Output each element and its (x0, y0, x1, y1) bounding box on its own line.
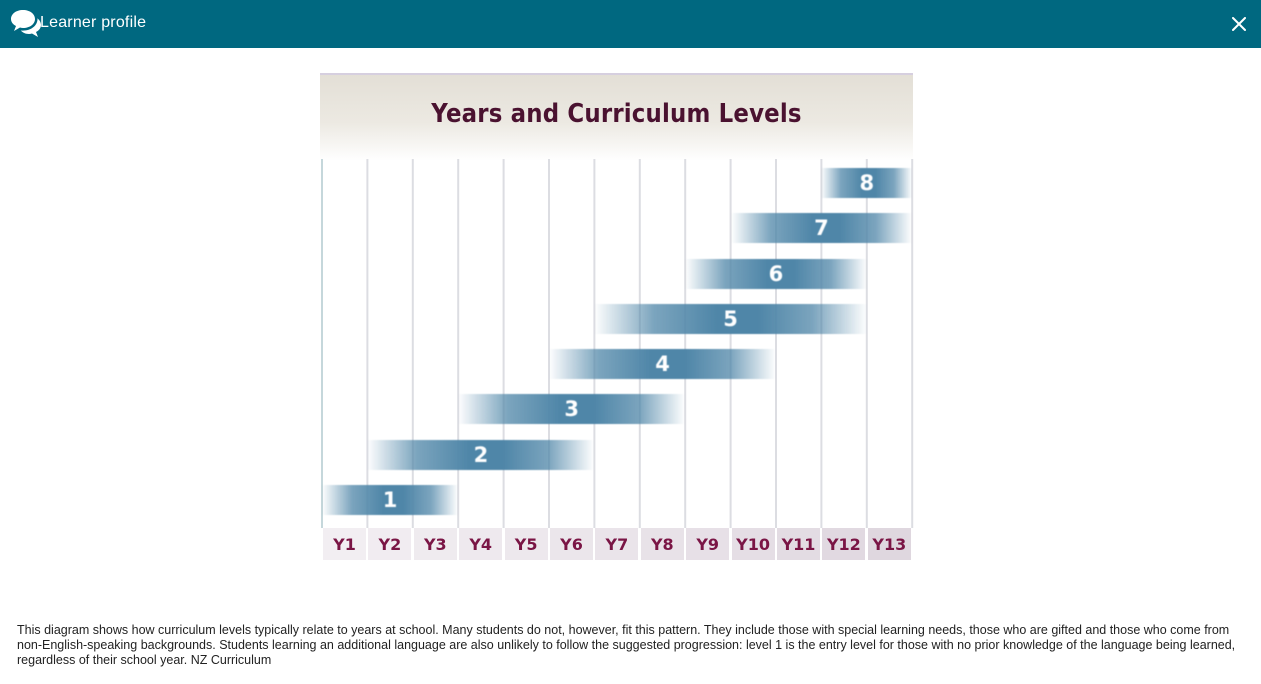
year-label-y8: Y8 (640, 528, 684, 560)
level-bar-3: 3 (458, 394, 686, 425)
level-bar-5: 5 (594, 303, 867, 334)
level-bar-7: 7 (730, 213, 913, 244)
year-label-y1: Y1 (323, 528, 366, 560)
diagram-title: Years and Curriculum Levels (431, 99, 802, 129)
chat-bubbles-icon (11, 10, 41, 37)
year-label-y10: Y10 (731, 528, 775, 560)
year-label-y13: Y13 (867, 528, 911, 560)
level-bar-1: 1 (322, 485, 459, 515)
level-bar-2: 2 (367, 439, 595, 470)
diagram-header: Years and Curriculum Levels (320, 73, 913, 161)
year-label-y11: Y11 (777, 528, 820, 560)
window-title: Learner profile (40, 14, 147, 31)
level-bar-4: 4 (549, 349, 776, 380)
level-bar-8: 8 (821, 167, 913, 198)
diagram-caption: This diagram shows how curriculum levels… (17, 622, 1236, 667)
year-label-y12: Y12 (822, 528, 866, 560)
title-bar: Learner profile (0, 0, 1261, 48)
year-label-y5: Y5 (504, 528, 548, 560)
year-label-y3: Y3 (413, 528, 457, 560)
close-button[interactable] (1227, 12, 1251, 36)
year-label-y2: Y2 (368, 528, 412, 560)
year-label-y6: Y6 (550, 528, 593, 560)
year-label-y9: Y9 (686, 528, 730, 560)
close-icon (1232, 17, 1246, 31)
year-label-y7: Y7 (595, 528, 639, 560)
year-label-y4: Y4 (459, 528, 503, 560)
level-bar-6: 6 (685, 258, 867, 289)
